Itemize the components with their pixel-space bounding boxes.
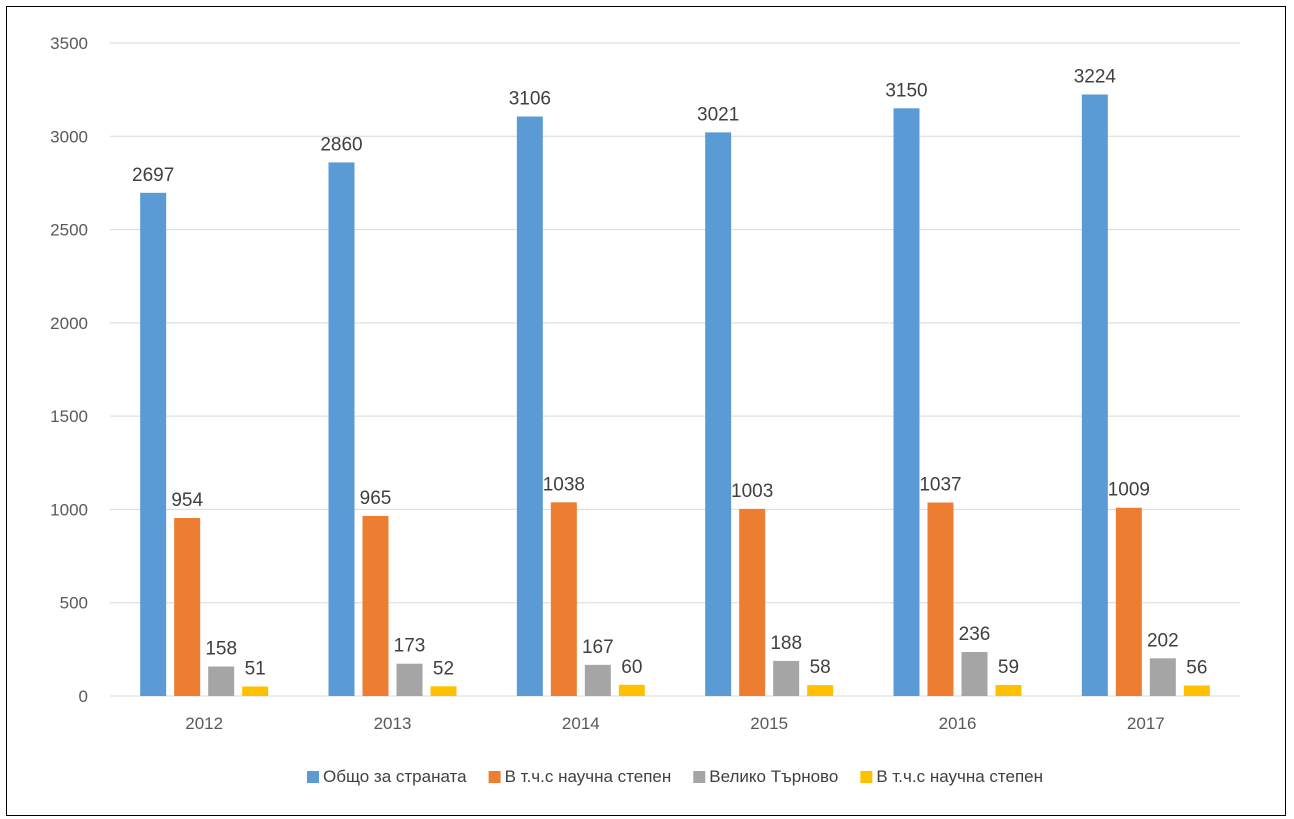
y-tick-label: 2500	[50, 221, 88, 240]
y-tick-label: 1000	[50, 500, 88, 519]
bar	[739, 508, 766, 696]
x-tick-label: 2013	[374, 714, 412, 733]
bar	[516, 116, 543, 696]
bar	[961, 651, 988, 696]
bar	[584, 664, 611, 696]
bar	[618, 684, 645, 696]
bar	[208, 666, 235, 696]
x-tick-label: 2016	[939, 714, 977, 733]
bar	[550, 502, 577, 696]
x-tick-label: 2017	[1127, 714, 1165, 733]
bar	[328, 162, 355, 697]
legend-label: Велико Търново	[709, 767, 838, 786]
bar	[1183, 685, 1210, 696]
legend-label: Общо за страната	[323, 767, 467, 786]
data-label: 59	[998, 657, 1019, 678]
y-tick-label: 0	[79, 687, 88, 706]
y-tick-label: 2000	[50, 314, 88, 333]
bar	[362, 515, 389, 696]
data-label: 188	[770, 633, 802, 654]
bar	[1115, 507, 1142, 696]
data-label: 3150	[885, 80, 927, 101]
legend-swatch	[860, 771, 873, 783]
data-label: 173	[394, 636, 426, 657]
bar	[1149, 658, 1176, 696]
x-axis: 2012 2013 2014 2015 2016 2017	[185, 714, 1164, 733]
y-axis: 0 500 1000 1500 2000 2500 3000 3500	[50, 34, 88, 706]
bar	[140, 192, 167, 696]
legend-label: В т.ч.с научна степен	[876, 767, 1043, 786]
legend-item: Велико Търново	[693, 767, 838, 786]
data-label: 236	[959, 624, 991, 645]
bar	[893, 108, 920, 697]
data-label: 1038	[543, 474, 585, 495]
legend: Общо за страната В т.ч.с научна степен Вел…	[306, 767, 1043, 786]
data-label: 60	[621, 657, 642, 678]
data-label: 51	[245, 658, 266, 679]
x-tick-label: 2012	[185, 714, 223, 733]
data-label: 3021	[697, 104, 739, 125]
data-label: 158	[205, 639, 237, 660]
bar	[396, 663, 423, 696]
x-tick-label: 2015	[750, 714, 788, 733]
legend-label: В т.ч.с научна степен	[505, 767, 672, 786]
data-label: 56	[1186, 658, 1207, 679]
data-label: 965	[360, 488, 392, 509]
bar	[430, 686, 457, 696]
legend-swatch	[693, 771, 706, 783]
legend-item: В т.ч.с научна степен	[488, 767, 672, 786]
bar	[242, 686, 269, 696]
legend-swatch	[306, 771, 319, 783]
legend-item: В т.ч.с научна степен	[860, 767, 1043, 786]
data-label: 58	[810, 657, 831, 678]
data-label: 2697	[132, 165, 174, 186]
bar	[807, 685, 834, 696]
y-tick-label: 3500	[50, 34, 88, 53]
data-label: 1003	[731, 481, 773, 502]
data-labels: 2697 954 158 51 2860 965 173 52 3106 1038 167 60 302…	[132, 66, 1207, 679]
data-label: 3106	[509, 89, 551, 110]
bars	[140, 94, 1210, 697]
legend-swatch	[488, 771, 501, 783]
bar	[174, 518, 201, 696]
data-label: 52	[433, 658, 454, 679]
bar	[773, 660, 800, 696]
x-tick-label: 2014	[562, 714, 600, 733]
y-tick-label: 3000	[50, 127, 88, 146]
y-tick-label: 500	[60, 594, 88, 613]
bar	[995, 684, 1022, 696]
bar	[1081, 94, 1108, 696]
data-label: 167	[582, 637, 614, 658]
data-label: 2860	[320, 134, 362, 155]
data-label: 954	[171, 490, 203, 511]
bar	[705, 132, 732, 696]
data-label: 202	[1147, 630, 1179, 651]
gridlines	[110, 42, 1240, 697]
bar	[927, 502, 954, 696]
data-label: 1009	[1108, 480, 1150, 501]
y-tick-label: 1500	[50, 407, 88, 426]
data-label: 3224	[1074, 66, 1117, 87]
legend-item: Общо за страната	[306, 767, 467, 786]
data-label: 1037	[919, 475, 961, 496]
